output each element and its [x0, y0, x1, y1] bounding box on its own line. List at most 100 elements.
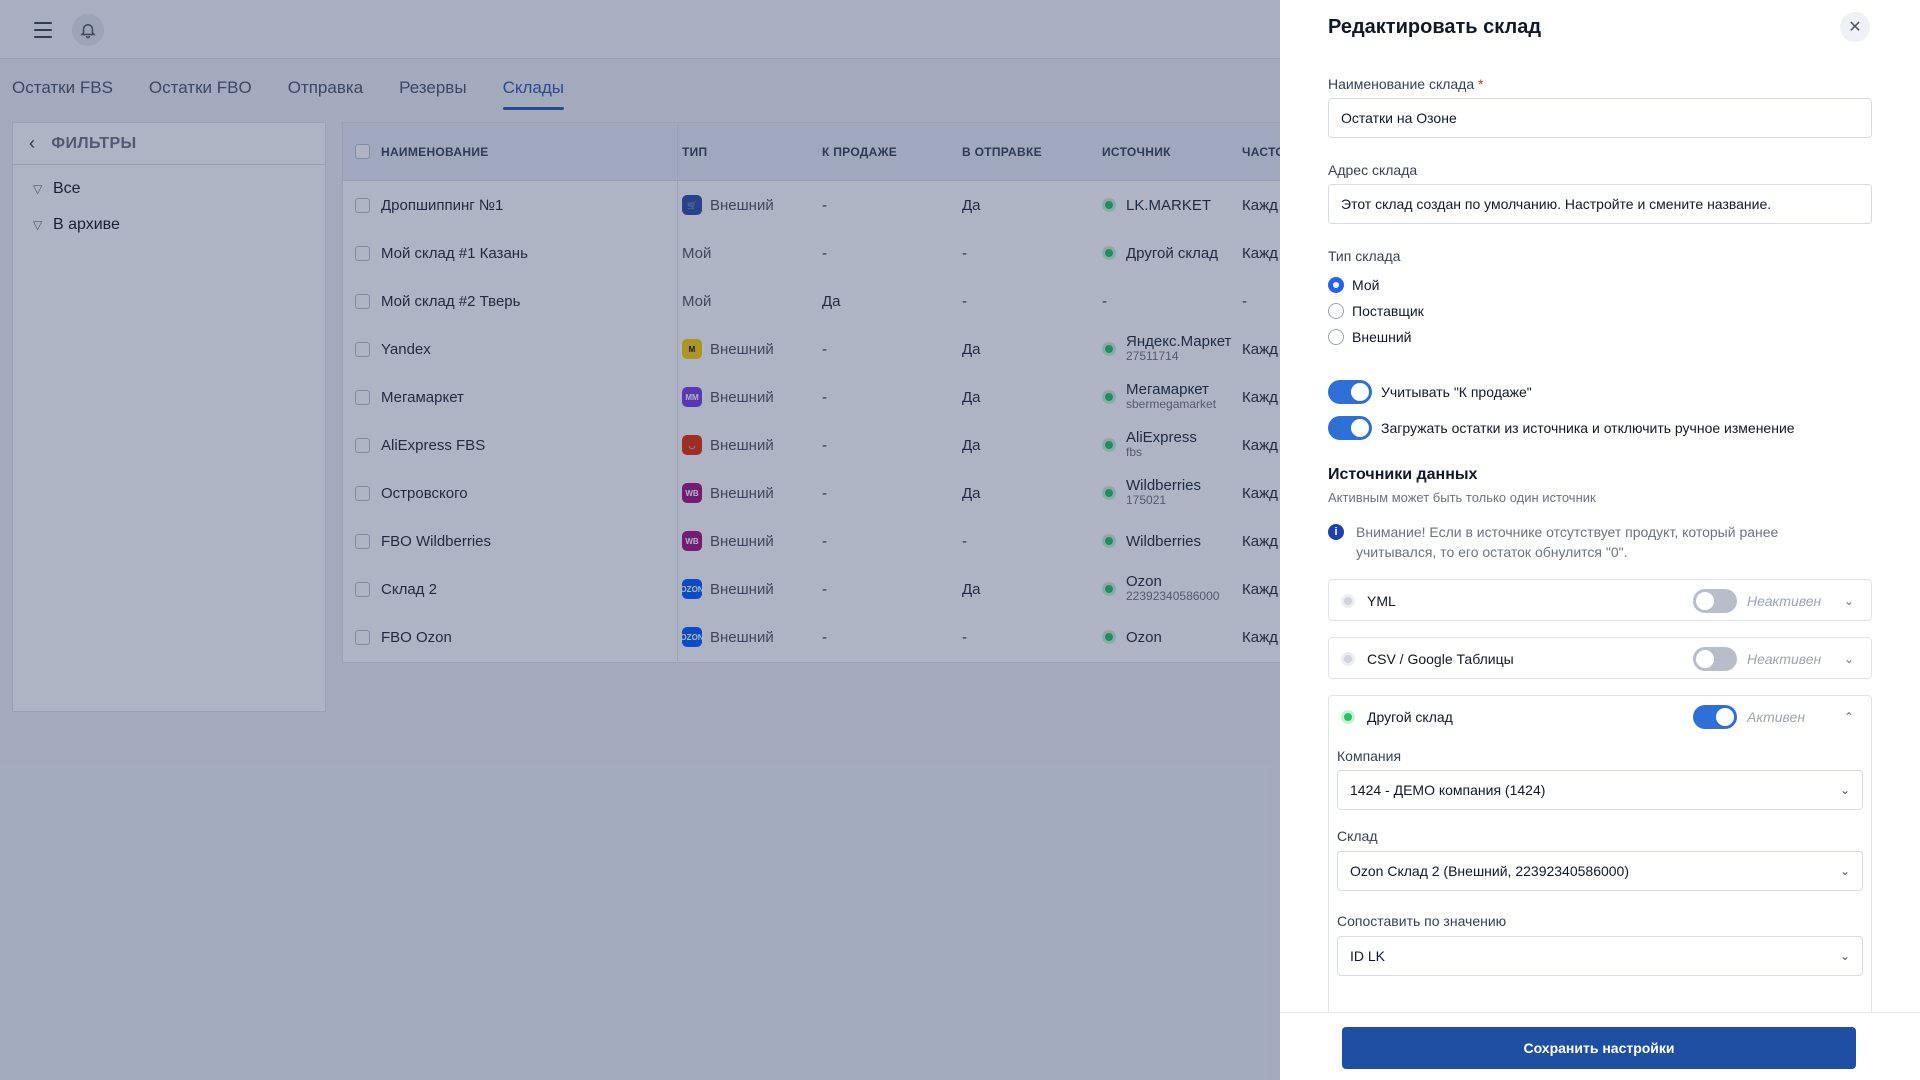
source-sub: 175021	[1126, 493, 1167, 507]
row-checkbox[interactable]	[354, 533, 370, 549]
row-frequency: Кажд	[1242, 532, 1278, 550]
radio-type-own[interactable]: Мой	[1328, 277, 1379, 293]
header-type[interactable]: ТИП	[682, 144, 708, 159]
radio-button[interactable]	[1328, 329, 1344, 345]
row-checkbox[interactable]	[354, 293, 370, 309]
row-checkbox[interactable]	[354, 389, 370, 405]
ozon-logo-icon: OZON	[680, 627, 704, 647]
info-icon: i	[1328, 524, 1344, 540]
row-name[interactable]: AliExpress FBS	[381, 421, 678, 469]
warehouse-select[interactable]: Ozon Склад 2 (Внешний, 22392340586000) ⌄	[1337, 851, 1863, 891]
chevron-down-icon: ⌄	[1839, 949, 1850, 963]
row-name[interactable]: Мой склад #2 Тверь	[381, 277, 678, 325]
filters-header[interactable]: ‹ ФИЛЬТРЫ	[13, 123, 325, 165]
row-checkbox[interactable]	[354, 629, 370, 645]
select-all-checkbox[interactable]	[354, 144, 370, 159]
table-row[interactable]: FBO Wildberries WB Внешний - - Wildberries Каж…	[343, 517, 1391, 565]
match-label: Сопоставить по значению	[1337, 913, 1507, 929]
chevron-up-icon[interactable]: ⌃	[1843, 710, 1855, 724]
toggle-load-switch[interactable]	[1328, 416, 1372, 440]
row-name[interactable]: Мегамаркет	[381, 373, 678, 421]
company-label: Компания	[1337, 748, 1402, 764]
row-name[interactable]: FBO Wildberries	[381, 517, 678, 565]
table-row[interactable]: AliExpress FBS ◡ Внешний - Да AliExpress fbs Ка…	[343, 421, 1391, 469]
row-type-label: Внешний	[710, 580, 774, 598]
row-checkbox[interactable]	[354, 437, 370, 453]
tab-1[interactable]: Остатки FBO	[148, 78, 252, 97]
hamburger-menu-icon[interactable]	[28, 18, 58, 42]
tab-3[interactable]: Резервы	[399, 78, 467, 97]
bell-icon[interactable]	[72, 14, 104, 46]
radio-type-external[interactable]: Внешний	[1328, 329, 1411, 345]
chevron-left-icon[interactable]: ‹	[29, 133, 36, 153]
row-send: -	[962, 628, 967, 646]
source-yml-switch[interactable]	[1693, 589, 1737, 613]
sources-title: Источники данных	[1328, 466, 1478, 483]
filter-icon: ▽	[33, 182, 43, 196]
warehouse-address-input[interactable]	[1328, 184, 1872, 224]
tab-4[interactable]: Склады	[502, 72, 565, 110]
row-checkbox[interactable]	[354, 245, 370, 261]
row-type: ММ Внешний	[678, 387, 818, 407]
toggle-sale-switch[interactable]	[1328, 380, 1372, 404]
table-row[interactable]: Дропшиппинг №1 🛒 Внешний - Да LK.MARKET Кажд	[343, 181, 1391, 229]
row-checkbox[interactable]	[354, 197, 370, 213]
source-card-csv[interactable]: CSV / Google Таблицы Неактивен ⌄	[1328, 637, 1872, 679]
tab-2[interactable]: Отправка	[287, 78, 364, 97]
row-frequency: Кажд	[1242, 484, 1278, 502]
table-row[interactable]: FBO Ozon OZON Внешний - - Ozon Кажд	[343, 613, 1391, 661]
row-type-label: Внешний	[710, 196, 774, 214]
chevron-down-icon[interactable]: ⌄	[1843, 652, 1855, 666]
row-frequency: -	[1242, 292, 1247, 310]
name-field-label: Наименование склада *	[1328, 76, 1484, 92]
row-name[interactable]: Мой склад #1 Казань	[381, 229, 678, 277]
row-name[interactable]: Склад 2	[381, 565, 678, 613]
row-frequency: Кажд	[1242, 628, 1278, 646]
table-row[interactable]: Мегамаркет ММ Внешний - Да Мегамаркет sbermega…	[343, 373, 1391, 421]
row-checkbox[interactable]	[354, 485, 370, 501]
source-other-switch[interactable]	[1693, 705, 1737, 729]
header-name[interactable]: НАИМЕНОВАНИЕ	[381, 123, 678, 180]
source-card-yml[interactable]: YML Неактивен ⌄	[1328, 579, 1872, 621]
header-send[interactable]: В ОТПРАВКЕ	[962, 144, 1042, 159]
row-checkbox[interactable]	[354, 581, 370, 597]
row-send: -	[962, 532, 967, 550]
row-sale: -	[822, 436, 827, 454]
tab-0[interactable]: Остатки FBS	[12, 78, 113, 97]
table-row[interactable]: Мой склад #2 Тверь Мой Да - - -	[343, 277, 1391, 325]
row-source: Ozon 22392340586000	[1098, 574, 1238, 604]
header-sale[interactable]: К ПРОДАЖЕ	[822, 144, 898, 159]
row-name[interactable]: Yandex	[381, 325, 678, 373]
row-sale: -	[822, 580, 827, 598]
table-body: Дропшиппинг №1 🛒 Внешний - Да LK.MARKET Кажд Мо…	[343, 181, 1391, 661]
radio-button[interactable]	[1328, 303, 1344, 319]
table-row[interactable]: Склад 2 OZON Внешний - Да Ozon 22392340586000 К…	[343, 565, 1391, 613]
match-value: ID LK	[1350, 948, 1386, 964]
panel-footer: Сохранить настройки	[1280, 1012, 1920, 1080]
close-icon[interactable]: ✕	[1840, 12, 1870, 42]
toggle-load-row: Загружать остатки из источника и отключи…	[1328, 416, 1795, 440]
source-status: Неактивен	[1747, 593, 1822, 609]
company-select[interactable]: 1424 - ДЕМО компания (1424) ⌄	[1337, 770, 1863, 810]
row-checkbox[interactable]	[354, 341, 370, 357]
filter-archive[interactable]: ▽ В архиве	[13, 207, 325, 243]
header-source[interactable]: ИСТОЧНИК	[1102, 144, 1171, 159]
radio-button[interactable]	[1328, 277, 1344, 293]
row-name[interactable]: FBO Ozon	[381, 613, 678, 661]
filter-all[interactable]: ▽ Все	[13, 171, 325, 207]
header-frequency[interactable]: ЧАСТО	[1242, 144, 1286, 159]
table-row[interactable]: Мой склад #1 Казань Мой - - Другой склад Кажд	[343, 229, 1391, 277]
source-status: Активен	[1747, 709, 1806, 725]
source-status: Неактивен	[1747, 651, 1822, 667]
source-csv-switch[interactable]	[1693, 647, 1737, 671]
table-row[interactable]: Островского WB Внешний - Да Wildberries 175021…	[343, 469, 1391, 517]
row-name[interactable]: Островского	[381, 469, 678, 517]
row-name[interactable]: Дропшиппинг №1	[381, 181, 678, 229]
warehouse-name-input[interactable]	[1328, 98, 1872, 138]
notice-text: Внимание! Если в источнике отсутствует п…	[1356, 524, 1779, 560]
table-row[interactable]: Yandex M Внешний - Да Яндекс.Маркет 27511714 Ка…	[343, 325, 1391, 373]
chevron-down-icon[interactable]: ⌄	[1843, 594, 1855, 608]
save-settings-button[interactable]: Сохранить настройки	[1342, 1027, 1856, 1069]
match-select[interactable]: ID LK ⌄	[1337, 936, 1863, 976]
radio-type-supplier[interactable]: Поставщик	[1328, 303, 1424, 319]
